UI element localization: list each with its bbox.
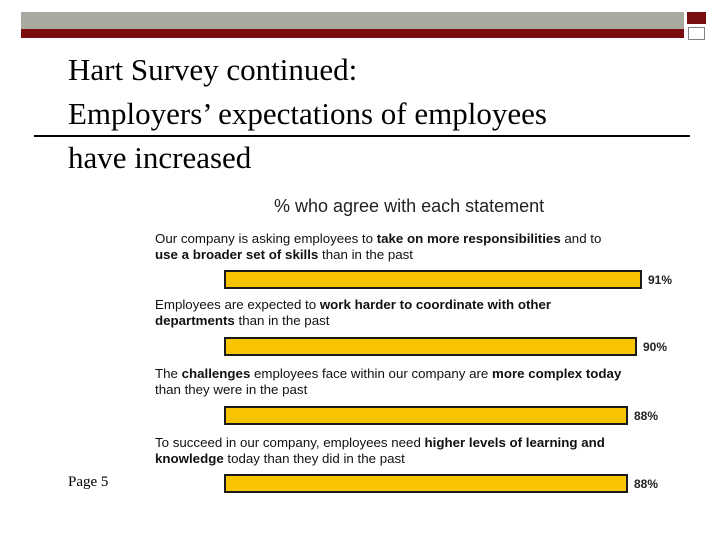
bar <box>224 406 628 425</box>
bar-value-label: 91% <box>648 273 673 287</box>
statement-text-part: Our company is asking employees to <box>155 231 377 246</box>
statement-text-part: and to <box>560 231 602 246</box>
bar-fill <box>226 272 640 287</box>
statement-text-part: The <box>155 366 182 381</box>
bar <box>224 270 642 289</box>
corner-square <box>687 12 706 24</box>
bar-fill <box>226 408 626 423</box>
statement-label: The challenges employees face within our… <box>155 366 625 398</box>
slide-title-line-2: Employers’ expectations of employees <box>68 96 547 131</box>
statement-text-part: To succeed in our company, employees nee… <box>155 435 425 450</box>
statement-text-part: than in the past <box>234 313 330 328</box>
statement-text-part: take on more responsibilities <box>376 231 561 246</box>
statement-text-part: challenges <box>181 366 251 381</box>
statement-text-part: employees face within our company are <box>250 366 493 381</box>
header-bar <box>21 12 684 29</box>
bar-value-label: 90% <box>643 340 668 354</box>
corner-square-outline <box>688 27 705 40</box>
statement-text-part: today than they did in the past <box>223 451 405 466</box>
statement-text-part: use a broader set of skills <box>155 247 319 262</box>
slide-title-line-1: Hart Survey continued: <box>68 52 358 87</box>
statement-text-part: more complex today <box>492 366 622 381</box>
statement-text-part: higher levels of learning and knowledge <box>155 435 605 466</box>
statement-text-part: Employees are expected to <box>155 297 320 312</box>
bar-value-label: 88% <box>634 409 659 423</box>
chart-title: % who agree with each statement <box>274 196 545 216</box>
bar <box>224 474 628 493</box>
statement-text-part: than they were in the past <box>155 382 308 397</box>
slide-title-line-3: have increased <box>68 140 252 175</box>
bar-fill <box>226 476 626 491</box>
page-number: Page 5 <box>68 474 109 490</box>
statement-label: Our company is asking employees to take … <box>155 231 625 263</box>
statement-text-part: work harder to coordinate with other dep… <box>155 297 552 328</box>
bar-value-label: 88% <box>634 477 659 491</box>
statement-text-part: than in the past <box>318 247 413 262</box>
statement-label: To succeed in our company, employees nee… <box>155 435 625 467</box>
bar <box>224 337 637 356</box>
statement-label: Employees are expected to work harder to… <box>155 297 625 329</box>
bar-fill <box>226 339 635 354</box>
title-divider <box>34 135 690 137</box>
header-stripe <box>21 29 684 38</box>
